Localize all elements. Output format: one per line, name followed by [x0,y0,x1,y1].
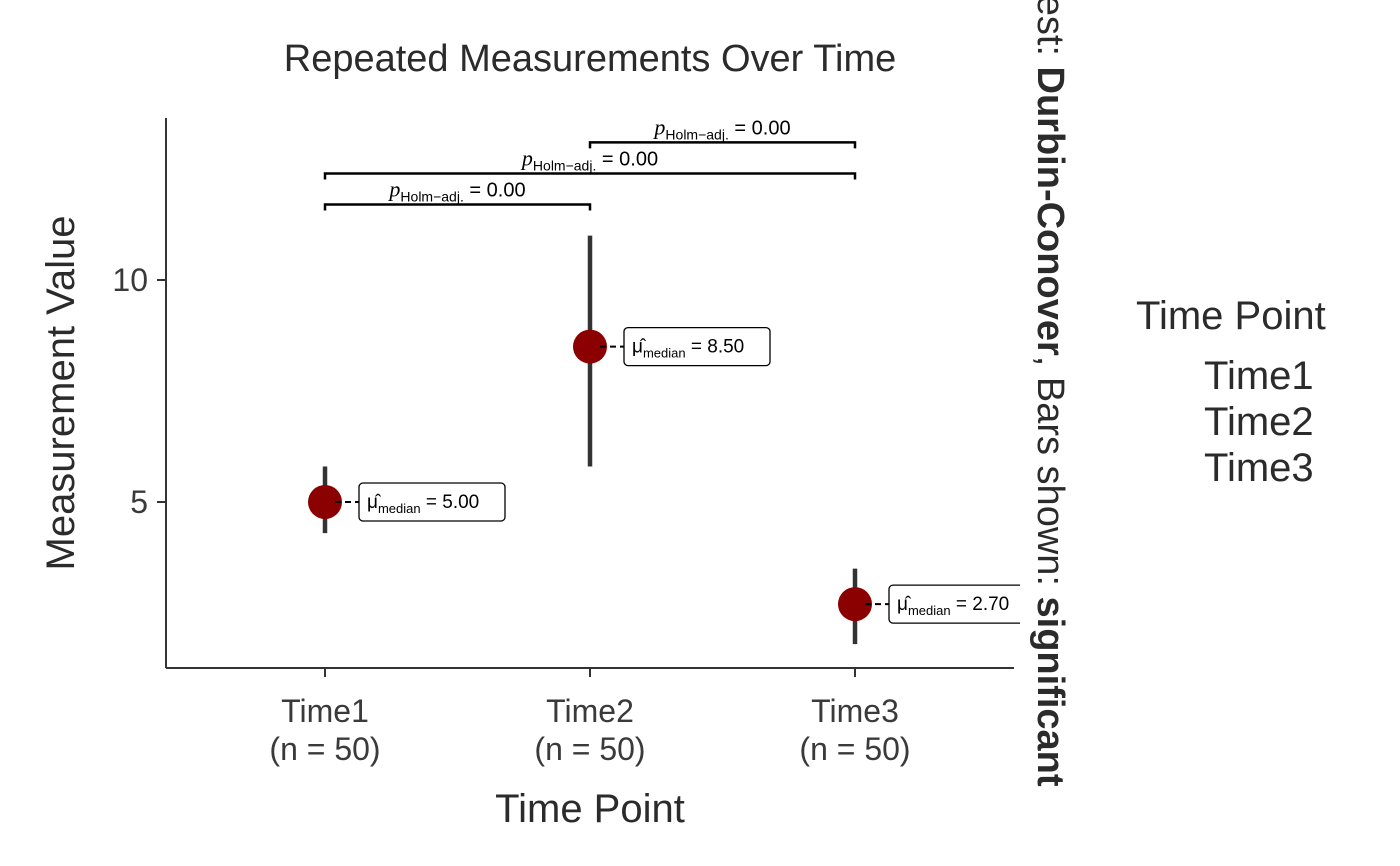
median-label: μ̂median = 2.70 [897,594,1009,618]
chart-title: Repeated Measurements Over Time [283,38,897,80]
legend: Time Point Time1 Time2 Time3 [1110,294,1370,491]
significance-label: pHolm−adj. = 0.00 [520,145,658,173]
x-tick-n-label: (n = 50) [269,731,380,767]
y-tick-label: 10 [112,262,148,298]
legend-item: Time2 [1204,400,1314,444]
legend-item: Time3 [1204,446,1314,490]
median-label-box [888,584,1020,624]
median-point [308,485,342,519]
legend-items: Time1 Time2 Time3 [1110,353,1370,491]
y-tick-label: 5 [130,484,148,520]
median-point [838,587,872,622]
x-tick-label: Time2 [546,693,634,729]
significance-label: pHolm−adj. = 0.00 [387,177,525,205]
median-label: μ̂median = 5.00 [367,492,479,516]
side-caption-prefix: Pairwise test: [1029,0,1071,67]
median-point [573,329,607,364]
x-tick-label: Time3 [811,693,899,729]
side-caption: Pairwise test: Durbin-Conover, Bars show… [1028,0,1071,787]
side-caption-middle: , Bars shown: [1029,355,1071,597]
significance-bracket [323,203,592,211]
significance-label: pHolm−adj. = 0.00 [652,114,790,142]
significance-bracket [588,141,857,149]
median-label-box [358,482,506,522]
side-caption-test: Durbin-Conover [1029,66,1071,356]
legend-title: Time Point [1136,294,1326,338]
x-tick-n-label: (n = 50) [799,731,910,767]
y-axis-title: Measurement Value [39,216,83,571]
x-tick-n-label: (n = 50) [534,731,645,767]
significance-bracket [323,172,857,180]
x-tick-label: Time1 [281,693,369,729]
side-caption-bars: significant [1029,596,1071,787]
median-label-box [623,326,771,367]
side-caption-clip: Pairwise test: Durbin-Conover, Bars show… [1020,0,1080,866]
legend-item: Time1 [1204,354,1314,398]
x-axis-title: Time Point [495,787,685,831]
